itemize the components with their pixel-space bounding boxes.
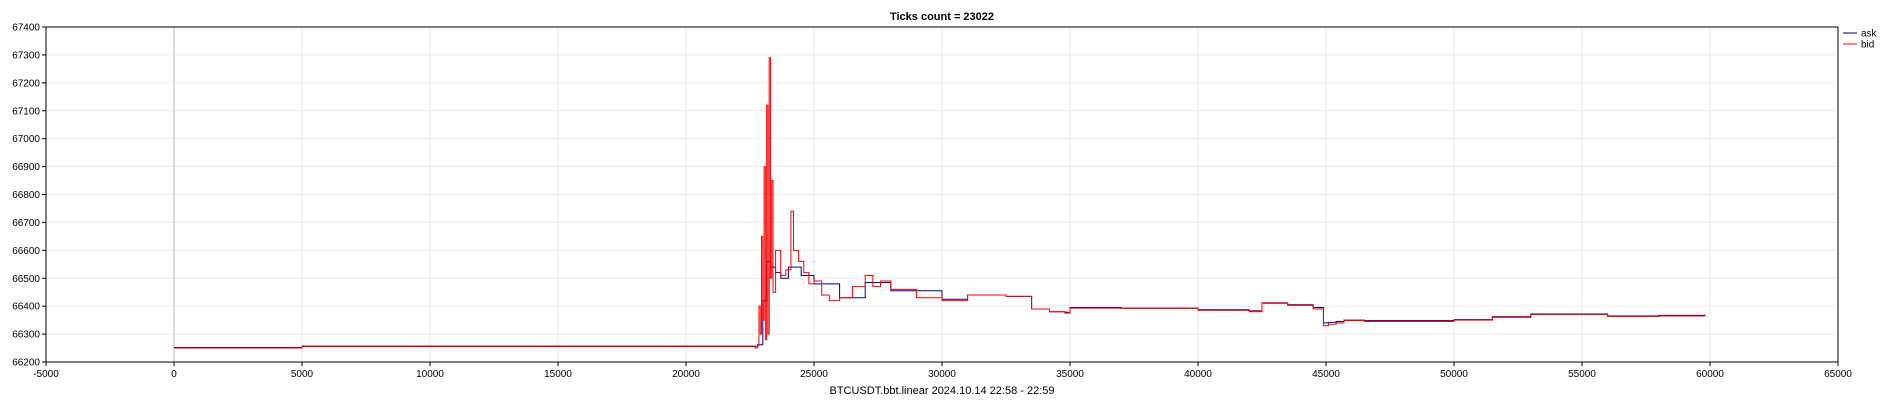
x-tick-label: 55000 bbox=[1568, 369, 1596, 380]
y-tick-label: 66600 bbox=[12, 246, 40, 257]
series-layer bbox=[174, 57, 1706, 349]
x-tick-label: 30000 bbox=[928, 369, 956, 380]
y-tick-label: 66500 bbox=[12, 274, 40, 285]
x-tick-label: 45000 bbox=[1312, 369, 1340, 380]
legend-label-ask: ask bbox=[1861, 29, 1878, 40]
x-tick-label: 60000 bbox=[1696, 369, 1724, 380]
chart-title: Ticks count = 23022 bbox=[890, 11, 994, 23]
legend-label-bid: bid bbox=[1861, 40, 1874, 51]
x-tick-label: 15000 bbox=[544, 369, 572, 380]
y-tick-label: 67000 bbox=[12, 134, 40, 145]
y-tick-label: 66400 bbox=[12, 302, 40, 313]
y-tick-label: 66900 bbox=[12, 162, 40, 173]
x-tick-label: 10000 bbox=[416, 369, 444, 380]
x-tick-label: 20000 bbox=[672, 369, 700, 380]
y-tick-label: 67400 bbox=[12, 23, 40, 34]
y-tick-layer: 66200 66300 66400 66500 66600 66700 66800 66900… bbox=[12, 23, 46, 369]
y-tick-label: 66300 bbox=[12, 330, 40, 341]
x-tick-label: 0 bbox=[171, 369, 177, 380]
y-tick-label: 67300 bbox=[12, 50, 40, 61]
x-tick-label: 5000 bbox=[291, 369, 314, 380]
series-line-bid bbox=[174, 57, 1706, 349]
x-tick-label: 65000 bbox=[1824, 369, 1852, 380]
x-axis-label: BTCUSDT.bbt.linear 2024.10.14 22:58 - 22… bbox=[829, 385, 1054, 397]
y-tick-label: 66700 bbox=[12, 218, 40, 229]
y-tick-label: 67100 bbox=[12, 106, 40, 117]
x-tick-label: -5000 bbox=[33, 369, 59, 380]
x-tick-label: 35000 bbox=[1056, 369, 1084, 380]
y-tick-label: 66200 bbox=[12, 358, 40, 369]
y-tick-label: 67200 bbox=[12, 78, 40, 89]
x-tick-label: 40000 bbox=[1184, 369, 1212, 380]
y-tick-label: 66800 bbox=[12, 190, 40, 201]
x-tick-label: 25000 bbox=[800, 369, 828, 380]
x-tick-layer: -5000 0 5000 10000 15000 20000 25000 30000 35000… bbox=[33, 362, 1852, 380]
x-tick-label: 50000 bbox=[1440, 369, 1468, 380]
